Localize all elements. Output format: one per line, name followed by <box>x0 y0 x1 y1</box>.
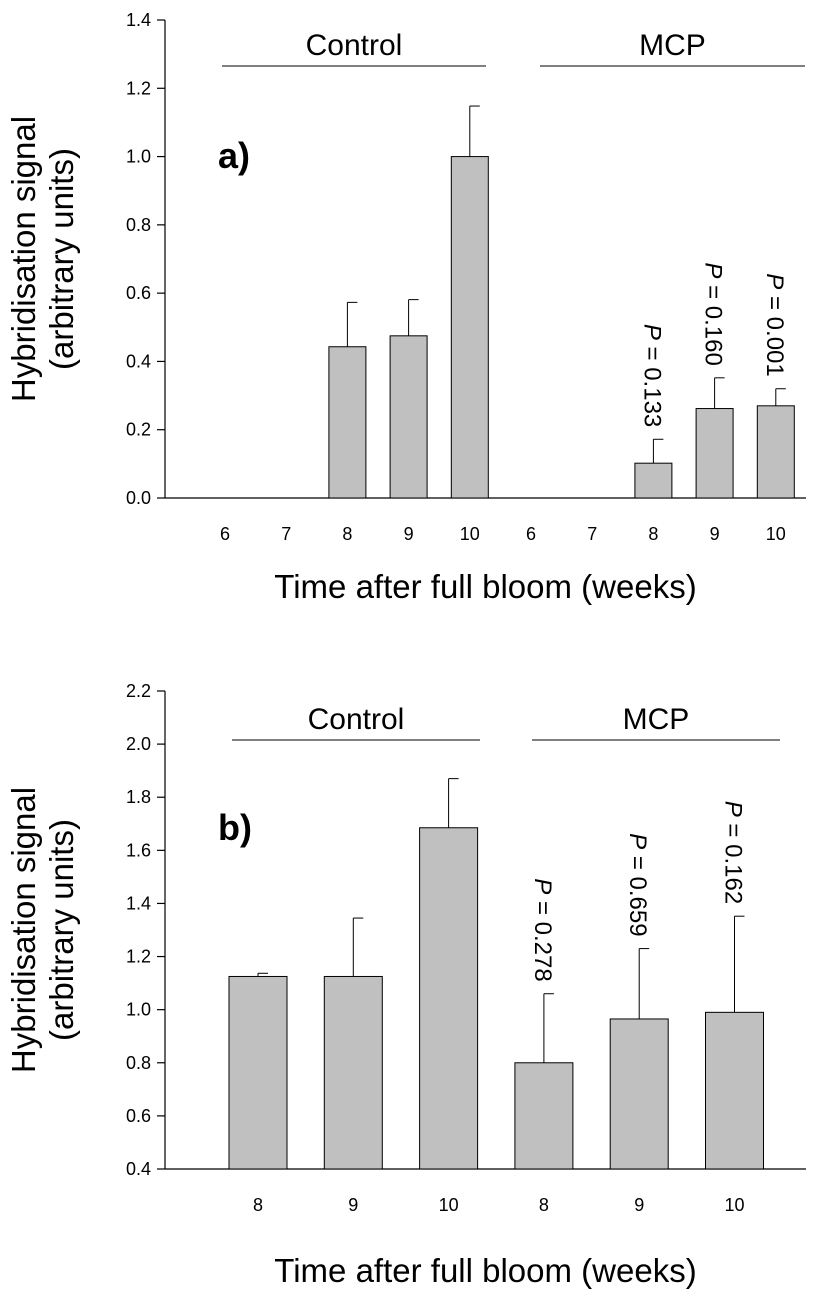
bar <box>323 975 383 1170</box>
p-value-text: = 0.001 <box>761 289 788 376</box>
x-tick-label: 6 <box>526 524 536 544</box>
y-tick-label: 0.0 <box>126 488 151 508</box>
y-axis-title-line2: (arbitrary units) <box>43 819 80 1041</box>
x-tick-label: 9 <box>710 524 720 544</box>
group-label: MCP <box>639 29 706 62</box>
p-value-annotation: P = 0.659 <box>624 833 651 936</box>
y-tick-label: 2.2 <box>126 681 151 701</box>
x-tick-label: 8 <box>253 1195 263 1215</box>
y-tick-label: 1.2 <box>126 947 151 967</box>
p-symbol: P <box>624 833 651 849</box>
bar <box>514 1062 574 1170</box>
y-tick-label: 1.2 <box>126 78 151 98</box>
x-axis-title: Time after full bloom (weeks) <box>274 1252 696 1289</box>
y-axis-title-line1: Hybridisation signal <box>5 116 42 402</box>
x-tick-label: 8 <box>648 524 658 544</box>
x-tick-label: 10 <box>724 1195 744 1215</box>
p-value-text: = 0.160 <box>700 278 727 365</box>
bar <box>634 462 673 499</box>
y-tick-label: 1.4 <box>126 10 151 30</box>
p-value-text: = 0.659 <box>624 849 651 936</box>
y-axis-title-line2: (arbitrary units) <box>43 148 80 370</box>
y-axis-title-line1: Hybridisation signal <box>5 787 42 1073</box>
y-tick-label: 0.4 <box>126 1159 151 1179</box>
p-symbol: P <box>638 324 665 340</box>
chart-panel-b: 0.4 0.6 0.8 1.0 1.2 1.4 1.6 1.8 2.0 2.2 8 9 10 8 9 10 Co… <box>5 681 806 1289</box>
bar <box>419 827 479 1170</box>
y-tick-label: 2.0 <box>126 734 151 754</box>
y-tick-label: 1.0 <box>126 1000 151 1020</box>
y-tick-label: 1.8 <box>126 787 151 807</box>
p-value-annotation: P = 0.001 <box>761 273 788 376</box>
p-value-text: = 0.162 <box>720 817 747 904</box>
x-tick-label: 10 <box>460 524 480 544</box>
x-tick-label: 10 <box>439 1195 459 1215</box>
group-label: Control <box>308 703 405 736</box>
p-symbol: P <box>700 262 727 278</box>
x-tick-label: 10 <box>766 524 786 544</box>
x-tick-label: 6 <box>220 524 230 544</box>
y-tick-label: 1.0 <box>126 147 151 167</box>
y-tick-label: 0.6 <box>126 1106 151 1126</box>
y-tick-label: 0.2 <box>126 420 151 440</box>
p-value-annotation: P = 0.160 <box>700 262 727 365</box>
panel-label: b) <box>218 807 252 848</box>
x-tick-label: 9 <box>404 524 414 544</box>
y-tick-label: 0.8 <box>126 215 151 235</box>
p-value-text: = 0.278 <box>529 894 556 981</box>
x-tick-label: 8 <box>539 1195 549 1215</box>
x-tick-label: 7 <box>587 524 597 544</box>
y-tick-label: 0.8 <box>126 1053 151 1073</box>
bar <box>450 156 489 499</box>
x-tick-label: 9 <box>348 1195 358 1215</box>
p-symbol: P <box>761 273 788 289</box>
bar <box>389 335 428 499</box>
p-value-annotation: P = 0.162 <box>720 801 747 904</box>
y-tick-label: 1.6 <box>126 840 151 860</box>
p-value-text: = 0.133 <box>638 340 665 427</box>
bar <box>228 975 288 1170</box>
bar <box>705 1011 764 1170</box>
y-tick-label: 0.4 <box>126 351 151 371</box>
x-tick-label: 8 <box>342 524 352 544</box>
p-symbol: P <box>529 878 556 894</box>
bar <box>695 408 734 499</box>
bar <box>609 1018 669 1170</box>
bar <box>756 405 795 499</box>
bar <box>328 346 367 499</box>
x-tick-label: 9 <box>634 1195 644 1215</box>
x-axis-title: Time after full bloom (weeks) <box>274 568 696 605</box>
group-label: MCP <box>623 703 690 736</box>
p-symbol: P <box>720 801 747 817</box>
y-tick-label: 0.6 <box>126 283 151 303</box>
chart-panel-a: 0.0 0.2 0.4 0.6 0.8 1.0 1.2 1.4 6 7 8 9 10 6 7 8 9 10 Cont… <box>5 10 806 605</box>
p-value-annotation: P = 0.278 <box>529 878 556 981</box>
group-label: Control <box>306 29 403 62</box>
panel-label: a) <box>218 135 250 176</box>
x-tick-label: 7 <box>281 524 291 544</box>
p-value-annotation: P = 0.133 <box>638 324 665 427</box>
y-tick-label: 1.4 <box>126 893 151 913</box>
